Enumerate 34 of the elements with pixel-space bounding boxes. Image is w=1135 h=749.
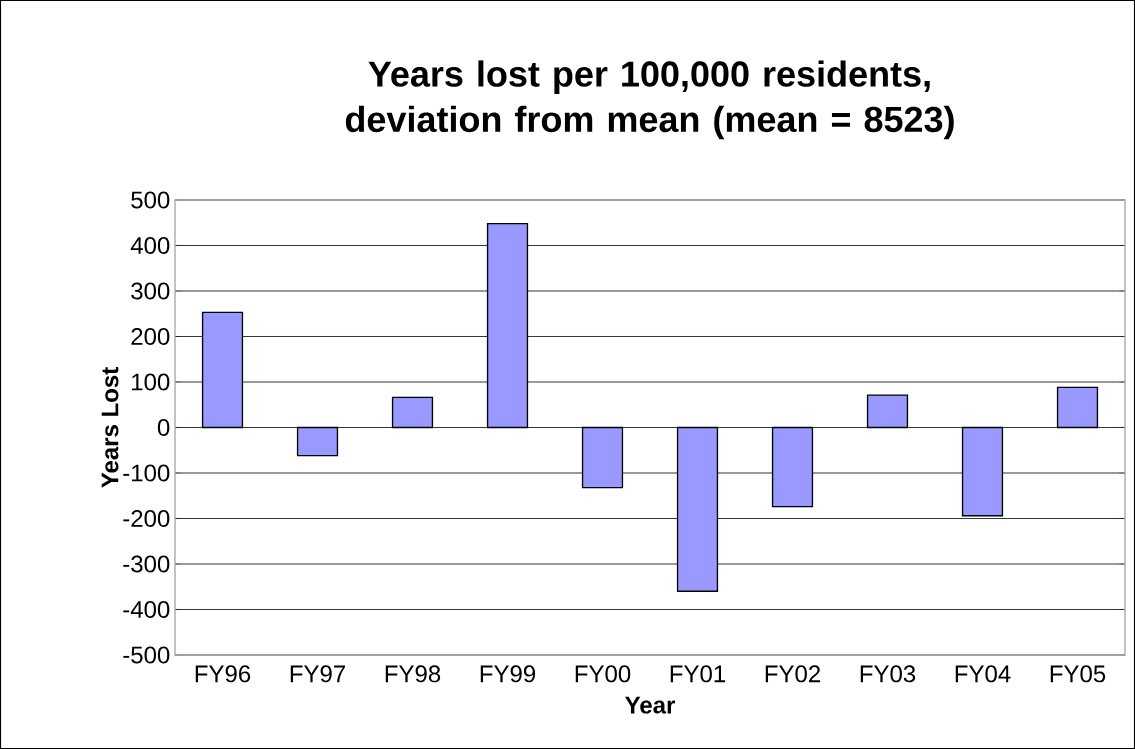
y-tick-label: -100	[123, 464, 170, 482]
bar	[961, 426, 1004, 517]
bar	[296, 426, 339, 457]
x-tick-label: FY03	[860, 665, 916, 683]
x-tick-label: FY05	[1050, 665, 1106, 683]
bar	[1056, 386, 1099, 429]
y-tick-label: 400	[130, 236, 170, 254]
y-tick-label: -500	[123, 646, 170, 664]
x-tick-label: FY00	[575, 665, 631, 683]
bar	[771, 426, 814, 508]
y-tick-label: 300	[131, 282, 170, 300]
bar	[486, 222, 529, 429]
bar	[581, 426, 624, 489]
x-tick-label: FY04	[955, 665, 1011, 683]
y-tick-label: -300	[123, 555, 170, 573]
x-tick-label: FY96	[195, 665, 251, 683]
x-axis-title: Year	[625, 696, 675, 714]
x-tick-label: FY99	[480, 665, 536, 683]
y-tick-label: 500	[131, 191, 170, 209]
x-tick-label: FY01	[670, 665, 726, 683]
bar	[866, 394, 909, 429]
x-tick-label: FY02	[765, 665, 820, 683]
bar	[676, 426, 719, 592]
bar	[391, 396, 434, 429]
y-tick-label: 200	[131, 327, 170, 345]
bar	[201, 311, 244, 429]
x-tick-label: FY98	[385, 665, 441, 683]
y-tick-label: -400	[123, 600, 170, 618]
y-tick-label: 100	[132, 373, 170, 391]
y-tick-label: -200	[123, 509, 170, 527]
chart-title: Years lost per 100,000 residents, deviation from mean (mean = 8523)	[345, 60, 954, 140]
y-axis-title: Years Lost	[101, 367, 119, 488]
y-tick-label: 0	[157, 418, 170, 436]
x-tick-label: FY97	[290, 665, 345, 683]
